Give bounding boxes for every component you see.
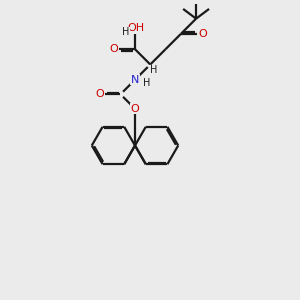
Text: O: O: [110, 44, 118, 54]
Text: O: O: [198, 29, 207, 39]
Text: O: O: [130, 104, 140, 114]
Text: OH: OH: [128, 23, 145, 33]
Text: H: H: [122, 27, 130, 37]
Text: H: H: [150, 65, 157, 76]
Text: O: O: [96, 89, 104, 99]
Text: N: N: [131, 75, 139, 85]
Text: H: H: [143, 78, 150, 88]
